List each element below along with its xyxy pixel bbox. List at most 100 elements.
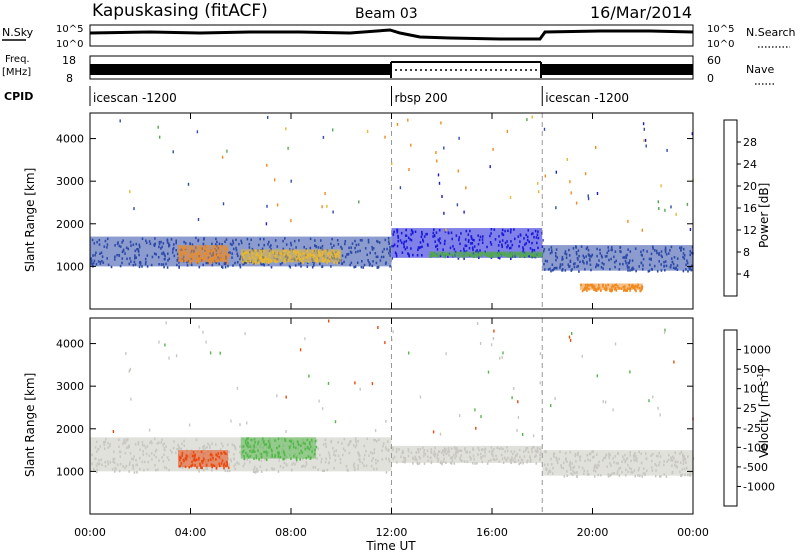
heatmap-cell — [162, 444, 164, 447]
heatmap-cell — [93, 467, 95, 471]
heatmap-scatter-cell — [445, 352, 447, 356]
heatmap-cell — [207, 442, 209, 445]
heatmap-cell — [139, 456, 141, 460]
heatmap-scatter-cell — [670, 205, 672, 209]
heatmap-cell — [396, 228, 399, 232]
heatmap-cell — [556, 266, 558, 270]
heatmap-cell — [243, 455, 245, 458]
heatmap-cell — [144, 460, 146, 464]
heatmap-cell — [671, 471, 674, 474]
heatmap-cell — [180, 252, 183, 255]
heatmap-cell — [257, 243, 260, 247]
heatmap-scatter-cell — [168, 356, 170, 360]
heatmap-cell — [226, 261, 229, 265]
heatmap-cell — [593, 455, 595, 459]
heatmap-cell — [135, 256, 137, 259]
heatmap-cell — [104, 460, 106, 464]
heatmap-cell — [430, 461, 433, 465]
heatmap-cell — [644, 472, 646, 475]
heatmap-cell — [635, 458, 637, 461]
heatmap-cell — [680, 450, 683, 454]
heatmap-cell — [185, 258, 187, 261]
heatmap-cell — [577, 258, 579, 261]
heatmap-cell — [122, 249, 125, 253]
heatmap-cell — [344, 449, 346, 452]
heatmap-cell — [609, 462, 611, 465]
heatmap-cell — [489, 255, 492, 258]
heatmap-cell — [254, 257, 257, 261]
heatmap-cell — [239, 445, 241, 448]
heatmap-cell — [479, 235, 482, 239]
heatmap-cell — [517, 459, 520, 462]
heatmap-cell — [267, 257, 270, 261]
heatmap-cell — [128, 463, 131, 467]
heatmap-cell — [310, 456, 312, 460]
heatmap-cell — [663, 260, 665, 264]
heatmap-scatter-cell — [441, 195, 443, 198]
heatmap-band — [391, 445, 543, 463]
heatmap-cell — [276, 245, 279, 248]
heatmap-cell — [626, 287, 629, 291]
heatmap-cell — [656, 251, 658, 255]
heatmap-cell — [537, 253, 539, 257]
heatmap-cell — [95, 251, 97, 254]
heatmap-cell — [507, 255, 509, 258]
heatmap-cell — [324, 438, 327, 442]
heatmap-cell — [474, 462, 476, 465]
heatmap-cell — [223, 466, 225, 470]
heatmap-cell — [490, 458, 492, 462]
heatmap-cell — [224, 469, 227, 472]
heatmap-cell — [375, 255, 378, 259]
freq-band-1 — [90, 64, 391, 75]
heatmap-cell — [125, 439, 128, 443]
heatmap-cell — [420, 235, 423, 239]
heatmap-cell — [582, 254, 584, 258]
heatmap-cell — [546, 260, 548, 263]
heatmap-cell — [689, 253, 691, 257]
heatmap-cell — [506, 245, 508, 249]
heatmap-cell — [460, 449, 463, 452]
heatmap-cell — [300, 265, 302, 268]
heatmap-cell — [211, 454, 213, 457]
heatmap-cell — [137, 441, 140, 444]
heatmap-cell — [523, 237, 525, 240]
heatmap-cell — [369, 251, 371, 255]
heatmap-cell — [642, 268, 644, 271]
heatmap-cell — [510, 257, 512, 260]
heatmap-cell — [155, 448, 158, 452]
heatmap-cell — [233, 464, 235, 468]
heatmap-cell — [290, 469, 293, 472]
heatmap-cell — [392, 233, 395, 236]
heatmap-cell — [258, 458, 260, 461]
heatmap-cell — [302, 457, 304, 461]
heatmap-cell — [481, 448, 484, 451]
heatmap-cell — [470, 235, 472, 238]
heatmap-cell — [495, 454, 497, 458]
heatmap-cell — [319, 262, 321, 265]
heatmap-cell — [188, 466, 190, 469]
heatmap-cell — [208, 444, 211, 447]
heatmap-cell — [96, 240, 98, 244]
heatmap-cell — [595, 289, 598, 292]
heatmap-cell — [151, 458, 153, 461]
heatmap-cell — [213, 249, 216, 252]
heatmap-cell — [565, 458, 567, 462]
heatmap-cell — [441, 253, 444, 256]
heatmap-cell — [634, 452, 636, 455]
heatmap-cell — [533, 236, 535, 239]
heatmap-cell — [378, 438, 380, 442]
heatmap-cell — [223, 462, 226, 466]
heatmap-scatter-cell — [326, 204, 328, 208]
heatmap-cell — [636, 457, 638, 460]
heatmap-cell — [375, 461, 377, 465]
heatmap-cell — [90, 259, 93, 262]
heatmap-cell — [478, 448, 480, 452]
heatmap-cell — [338, 251, 341, 255]
heatmap-cell — [228, 469, 231, 473]
heatmap-cell — [664, 250, 667, 254]
heatmap-cell — [167, 259, 169, 262]
heatmap-cell — [630, 471, 633, 474]
y-tick-label: 1000 — [56, 260, 84, 273]
heatmap-cell — [178, 445, 180, 449]
heatmap-cell — [459, 456, 462, 460]
